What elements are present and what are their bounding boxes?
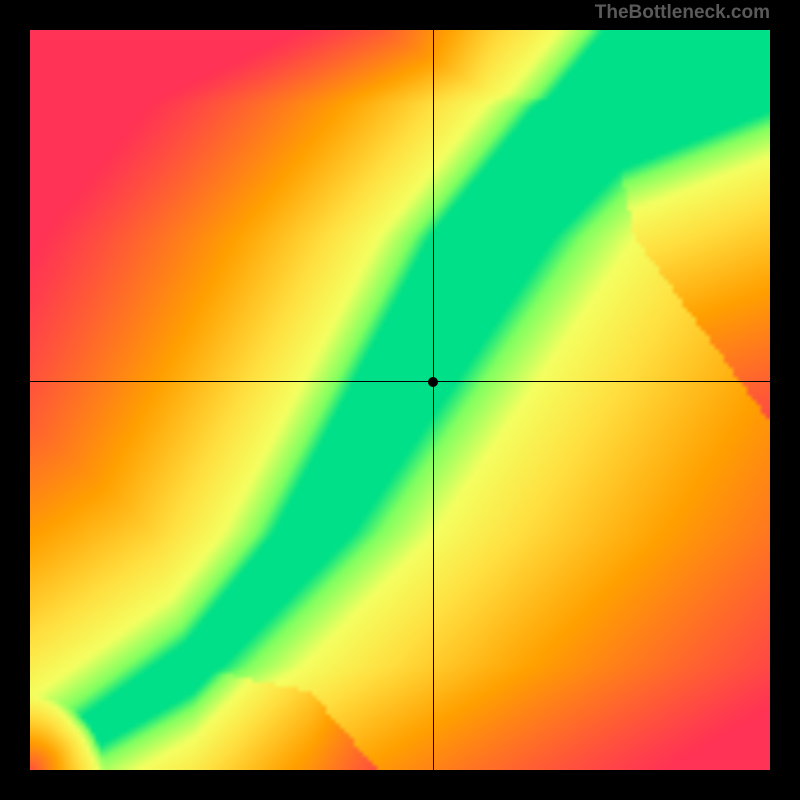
crosshair-vertical <box>433 30 434 770</box>
figure-container: TheBottleneck.com <box>0 0 800 800</box>
attribution-text: TheBottleneck.com <box>595 2 770 24</box>
crosshair-marker <box>428 377 438 387</box>
plot-area <box>30 30 770 770</box>
heatmap-canvas <box>30 30 770 770</box>
crosshair-horizontal <box>30 381 770 382</box>
